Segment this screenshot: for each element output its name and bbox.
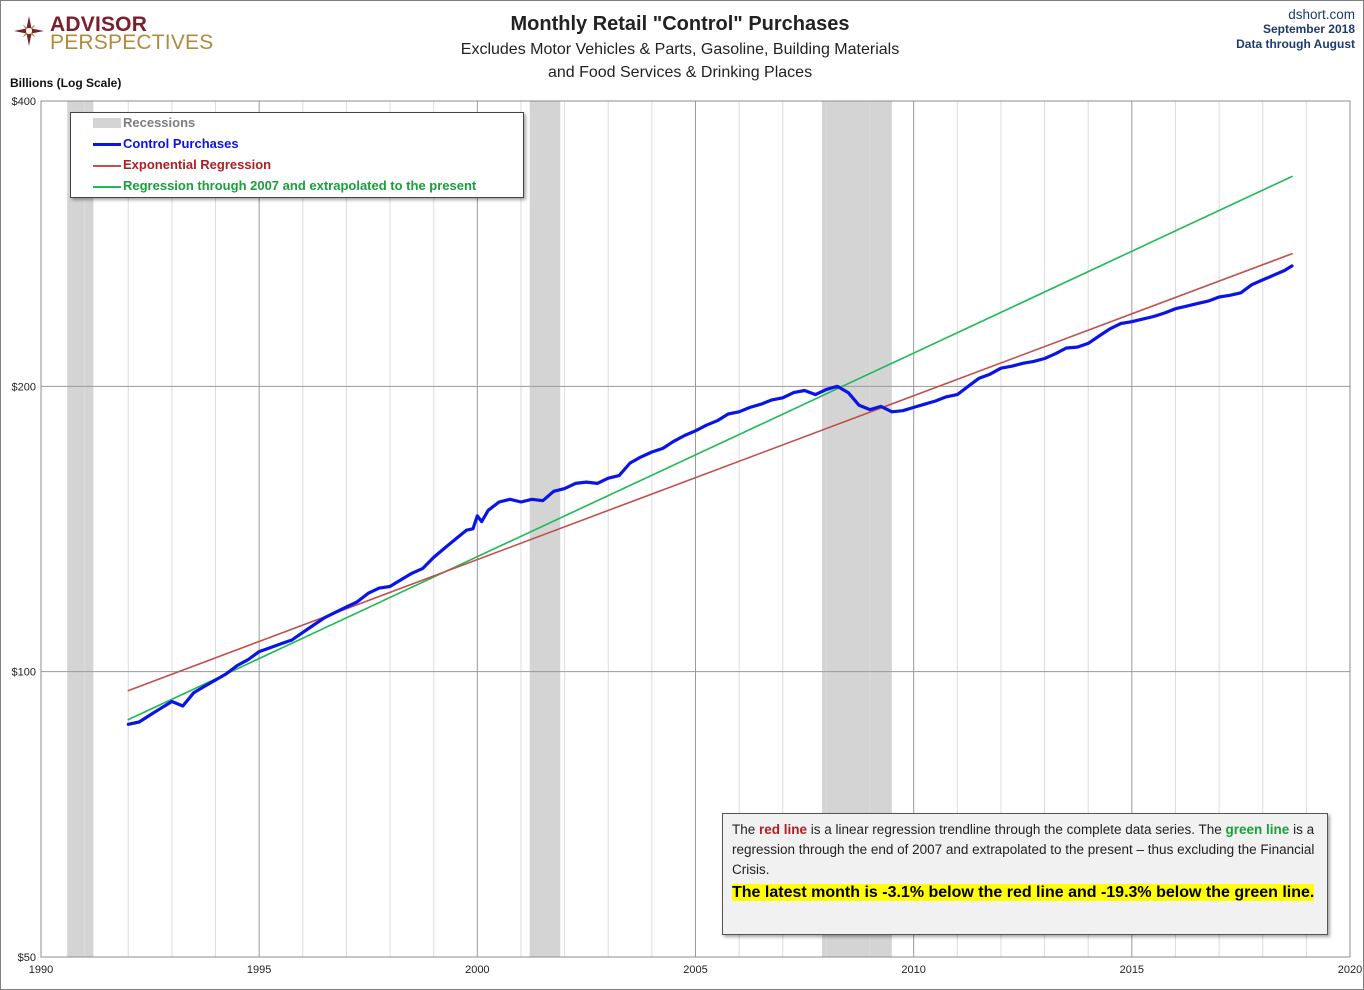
source-date: September 2018: [1262, 22, 1355, 36]
annotation-red-line: red line: [759, 822, 808, 837]
logo-text-advisor: ADVISOR: [50, 13, 148, 36]
chart-legend: Recessions Control Purchases Exponential…: [70, 112, 524, 198]
legend-swatch-regression-2007: [93, 186, 121, 188]
chart-subtitle-line1: Excludes Motor Vehicles & Parts, Gasolin…: [460, 41, 900, 58]
annotation-text-1: The: [732, 822, 760, 837]
x-tick-label: 2000: [465, 964, 489, 976]
legend-swatch-control: [93, 143, 121, 146]
y-tick-label: $200: [12, 381, 36, 393]
compass-star-icon: [14, 16, 44, 46]
axis-tick-labels: $50 $100 $200 $400 1990 1995 2000 2005 2010 2015 2…: [12, 96, 1363, 976]
logo-text-perspectives: PERSPECTIVES: [50, 31, 214, 54]
legend-label-control: Control Purchases: [123, 136, 239, 151]
annotation-green-line: green line: [1225, 822, 1290, 837]
annotation-highlight-text: The latest month is -3.1% below the red …: [732, 884, 1315, 901]
x-tick-label: 2010: [901, 964, 925, 976]
y-tick-label: $400: [12, 96, 36, 108]
y-axis-label: Billions (Log Scale): [10, 76, 122, 90]
series-lines: [126, 175, 1294, 726]
y-tick-label: $50: [18, 952, 36, 964]
recession-band: [529, 101, 561, 957]
legend-label-exp-regression: Exponential Regression: [123, 157, 272, 172]
recession-band: [67, 101, 94, 957]
source-site: dshort.com: [1288, 7, 1355, 22]
annotation-text-3: is a regression through the end of 2007 …: [732, 822, 1315, 877]
annotation-text-2: is a linear regression trendline through…: [807, 822, 1226, 837]
annotation-box: The red line is a linear regression tren…: [722, 813, 1328, 935]
x-tick-label: 2005: [683, 964, 707, 976]
regression-2007-line: [127, 175, 1293, 721]
legend-swatch-recessions: [93, 118, 121, 128]
legend-swatch-exp-regression: [93, 165, 121, 167]
legend-label-recessions: Recessions: [123, 115, 196, 130]
plot-area-border: [40, 100, 1351, 958]
x-tick-label: 1995: [247, 964, 271, 976]
annotation-highlight: The latest month is -3.1% below the red …: [732, 883, 1316, 903]
control-purchases-line: [126, 264, 1294, 726]
advisor-perspectives-logo: ADVISOR PERSPECTIVES: [14, 12, 213, 54]
legend-label-regression-2007: Regression through 2007 and extrapolated…: [123, 178, 477, 193]
chart-title: Monthly Retail "Control" Purchases: [510, 13, 850, 35]
y-tick-label: $100: [12, 667, 36, 679]
x-tick-label: 2015: [1120, 964, 1144, 976]
source-data-through: Data through August: [1236, 37, 1355, 51]
chart-subtitle-line2: and Food Services & Drinking Places: [547, 64, 813, 81]
x-tick-label: 2020: [1338, 964, 1362, 976]
x-tick-label: 1990: [29, 964, 53, 976]
annotation-text: The red line is a linear regression tren…: [732, 820, 1316, 880]
